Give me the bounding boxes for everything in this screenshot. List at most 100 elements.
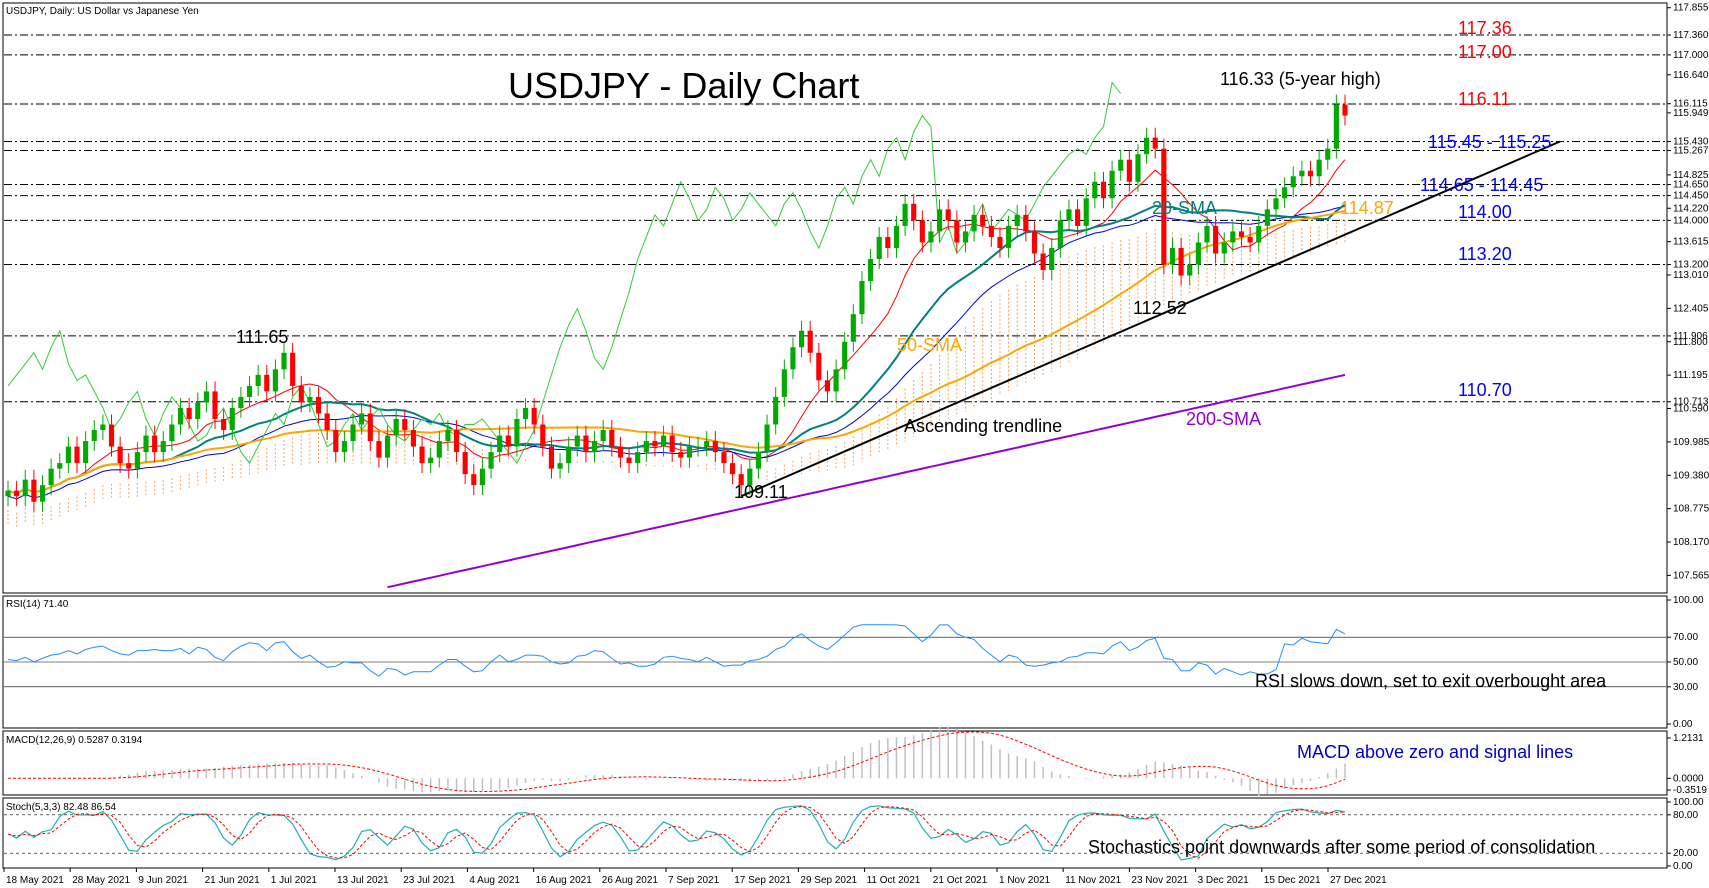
candle-body — [514, 418, 520, 447]
candle-body — [419, 446, 425, 464]
candle-body — [290, 352, 296, 386]
price-tick-label: 116.640 — [1673, 70, 1709, 81]
candle-body — [497, 435, 503, 453]
candle-body — [678, 452, 684, 458]
candle-body — [453, 430, 460, 453]
candle-body — [1178, 247, 1184, 276]
candle-body — [264, 374, 270, 392]
chikou-line — [7, 81, 1122, 465]
rsi-tick-label: 30.00 — [1673, 682, 1698, 693]
candle-body — [436, 441, 442, 458]
stoch-annotation: Stochastics point downwards after some p… — [1088, 837, 1595, 857]
candle-body — [410, 430, 416, 447]
candle-body — [359, 413, 365, 425]
candle-body — [367, 413, 373, 442]
candle-body — [134, 452, 140, 469]
price-tick-label: 114.450 — [1673, 191, 1709, 202]
level-label-114-65: 114.65 - 114.45 — [1420, 175, 1543, 195]
candle-body — [626, 457, 632, 464]
candle-body — [65, 446, 71, 464]
candle-body — [1256, 225, 1262, 243]
candle-body — [945, 209, 951, 221]
time-tick-label: 11 Oct 2021 — [867, 875, 921, 886]
candle-body — [203, 391, 209, 403]
chart-title: USDJPY - Daily Chart — [508, 65, 859, 106]
candle-body — [833, 369, 839, 392]
sma200-line — [387, 373, 1346, 589]
rsi-tick-label: 50.00 — [1673, 657, 1698, 668]
candle-body — [566, 446, 572, 464]
candle-body — [1299, 170, 1305, 177]
candle-body — [471, 474, 477, 486]
candle-body — [177, 407, 184, 425]
annotation-20-sma: 20-SMA — [1152, 198, 1217, 218]
sma20-line — [7, 203, 1346, 495]
candle-body — [212, 391, 218, 419]
candle-body — [5, 490, 11, 497]
ascending-trendline — [740, 140, 1561, 498]
candle-body — [876, 236, 882, 260]
candle-body — [712, 441, 718, 453]
price-tick-label: 108.170 — [1673, 537, 1709, 548]
price-tick-label: 114.825 — [1673, 170, 1709, 181]
candle-body — [1333, 104, 1339, 149]
price-tick-label: 112.405 — [1673, 303, 1709, 314]
candle-body — [48, 468, 54, 486]
candle-body — [1014, 214, 1020, 226]
candle-body — [488, 452, 494, 469]
candle-body — [1282, 187, 1288, 199]
candle-body — [160, 441, 166, 453]
rsi-line — [7, 624, 1346, 677]
macd-tick-label: 1.2131 — [1673, 733, 1704, 744]
candle-body — [272, 369, 278, 392]
macd-header: MACD(12,26,9) 0.5287 0.3194 — [6, 735, 143, 746]
candle-body — [428, 457, 434, 464]
candle-body — [790, 347, 796, 370]
candle-body — [221, 418, 227, 431]
candle-body — [660, 435, 667, 447]
candle-body — [1109, 170, 1115, 199]
candle-body — [1307, 170, 1314, 177]
candle-body — [462, 452, 468, 475]
candle-body — [152, 435, 158, 453]
candle-body — [324, 413, 330, 431]
candle-body — [600, 430, 606, 442]
candle-body — [350, 424, 356, 442]
candle-body — [816, 352, 822, 381]
annotation-200-sma: 200-SMA — [1186, 409, 1261, 429]
level-label-114-00: 114.00 — [1458, 202, 1512, 222]
candle-body — [591, 441, 598, 453]
candle-body — [1118, 159, 1124, 171]
level-label-115-45: 115.45 - 115.25 — [1428, 132, 1551, 152]
candle-body — [255, 374, 261, 386]
candle-body — [1204, 225, 1210, 243]
time-tick-label: 28 May 2021 — [72, 875, 130, 886]
stoch-panel-frame — [2, 797, 1668, 869]
candle-body — [1031, 231, 1038, 254]
rsi-tick-label: 0.00 — [1673, 719, 1693, 730]
candle-body — [229, 407, 235, 431]
candle-body — [893, 225, 900, 248]
time-tick-label: 15 Dec 2021 — [1264, 875, 1321, 886]
candle-body — [971, 214, 977, 232]
candle-body — [479, 468, 485, 486]
time-tick-label: 29 Sep 2021 — [800, 875, 857, 886]
time-tick-label: 16 Aug 2021 — [536, 875, 593, 886]
candle-body — [1325, 148, 1331, 160]
stoch-header: Stoch(5,3,3) 82.48 86.54 — [6, 802, 117, 813]
time-tick-label: 7 Sep 2021 — [668, 875, 720, 886]
horizontal-levels — [4, 34, 1666, 403]
time-tick-label: 27 Dec 2021 — [1330, 875, 1387, 886]
candle-body — [341, 441, 347, 453]
candle-body — [729, 463, 736, 475]
candle-body — [100, 424, 106, 431]
candle-body — [868, 259, 874, 282]
price-tick-label: 116.115 — [1673, 99, 1708, 110]
candle-body — [997, 236, 1003, 248]
annotation-111-65: 111.65 — [236, 327, 288, 347]
candle-body — [83, 441, 89, 464]
candle-body — [764, 424, 770, 453]
price-tick-label: 114.000 — [1673, 215, 1709, 226]
price-tick-label: 117.855 — [1673, 3, 1709, 14]
